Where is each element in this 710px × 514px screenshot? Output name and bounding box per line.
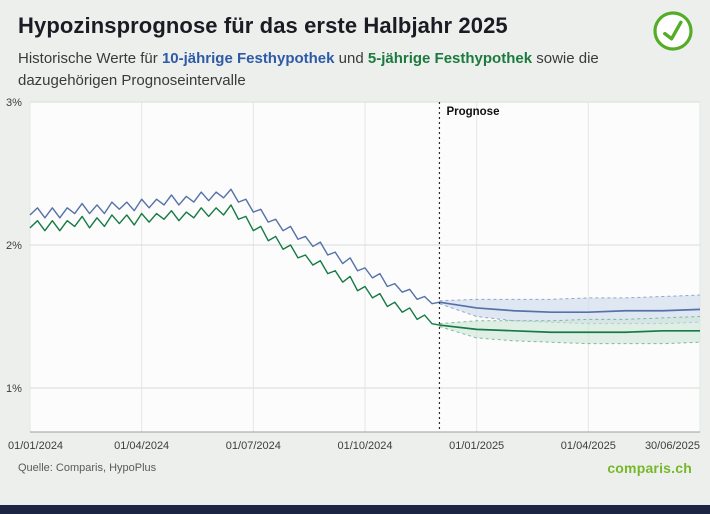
svg-text:3%: 3% bbox=[6, 97, 22, 109]
subtitle-text-1: Historische Werte für bbox=[18, 50, 162, 67]
svg-text:1%: 1% bbox=[6, 383, 22, 395]
page-title: Hypozinsprognose für das erste Halbjahr … bbox=[18, 13, 508, 38]
svg-text:01/10/2024: 01/10/2024 bbox=[337, 440, 392, 452]
forecast-chart: 1% 2% 3% Prognose 01/01/2024 01/04/2024 01/07/… bbox=[6, 97, 701, 452]
subtitle-text-2: und bbox=[334, 50, 368, 67]
svg-text:2%: 2% bbox=[6, 240, 22, 252]
source-credit: Quelle: Comparis, HypoPlus bbox=[18, 461, 157, 474]
svg-text:01/07/2024: 01/07/2024 bbox=[226, 440, 281, 452]
svg-text:30/06/2025: 30/06/2025 bbox=[645, 440, 700, 452]
subtitle-10y-label: 10-jährige Festhypothek bbox=[161, 50, 335, 67]
bottom-accent-bar bbox=[0, 505, 710, 514]
subtitle-text-3: sowie die dazugehörigen Prognoseinterval… bbox=[18, 50, 599, 89]
subtitle-5y-label: 5-jährige Festhypothek bbox=[367, 50, 533, 67]
check-circle-icon bbox=[653, 11, 693, 51]
svg-text:01/04/2025: 01/04/2025 bbox=[561, 440, 616, 452]
subtitle: Historische Werte für 10-jährige Festhyp… bbox=[18, 48, 643, 92]
comparis-logo[interactable]: comparis.ch bbox=[607, 459, 692, 476]
header: Hypozinsprognose für das erste Halbjahr … bbox=[0, 0, 710, 92]
chart-area: 1% 2% 3% Prognose 01/01/2024 01/04/2024 01/07/… bbox=[0, 94, 710, 452]
svg-text:01/04/2024: 01/04/2024 bbox=[114, 440, 169, 452]
svg-text:01/01/2024: 01/01/2024 bbox=[8, 440, 63, 452]
footer: Quelle: Comparis, HypoPlus comparis.ch bbox=[0, 452, 710, 476]
svg-text:Prognose: Prognose bbox=[446, 106, 499, 118]
svg-text:01/01/2025: 01/01/2025 bbox=[449, 440, 504, 452]
